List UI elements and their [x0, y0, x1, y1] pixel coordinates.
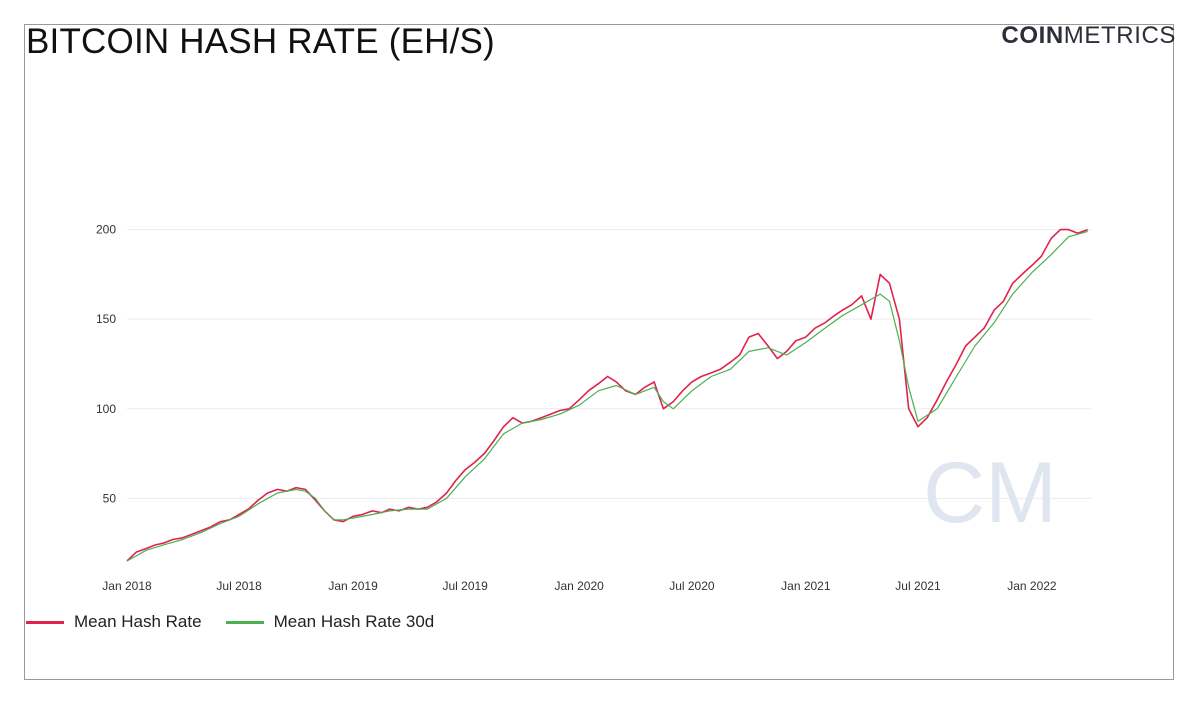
y-tick-label: 100	[96, 402, 116, 416]
x-tick-label: Jul 2020	[669, 579, 715, 593]
legend-label: Mean Hash Rate 30d	[273, 612, 435, 631]
legend-item-mean-hash-rate-30d[interactable]: Mean Hash Rate 30d	[225, 612, 435, 632]
legend-swatch	[225, 620, 264, 624]
chart-frame	[24, 24, 1174, 680]
chart-title: BITCOIN HASH RATE (EH/S)	[26, 22, 495, 61]
grid-lines	[127, 229, 1092, 499]
legend-swatch	[26, 620, 64, 624]
series-line-mean-hash-rate-30d	[126, 230, 1088, 562]
x-tick-label: Jan 2018	[102, 579, 152, 593]
y-tick-label: 50	[103, 491, 117, 505]
x-tick-label: Jan 2022	[1007, 579, 1057, 593]
x-tick-label: Jul 2021	[895, 579, 941, 593]
logo-bold-text: COIN	[1001, 22, 1064, 49]
x-axis-ticks: Jan 2018 Jul 2018 Jan 2019 Jul 2019 Jan 2020…	[102, 579, 1057, 593]
x-tick-label: Jan 2021	[781, 579, 831, 593]
x-tick-label: Jul 2019	[442, 579, 488, 593]
legend: Mean Hash Rate Mean Hash Rate 30d	[26, 612, 458, 632]
y-axis-ticks: 50 100 150 200	[96, 223, 116, 506]
legend-label: Mean Hash Rate	[74, 612, 202, 631]
x-tick-label: Jul 2018	[216, 579, 262, 593]
y-tick-label: 150	[96, 312, 116, 326]
legend-item-mean-hash-rate[interactable]: Mean Hash Rate	[26, 612, 202, 632]
series-lines	[126, 228, 1088, 562]
x-tick-label: Jan 2019	[328, 579, 378, 593]
logo-light-text: METRICS	[1063, 22, 1176, 49]
y-tick-label: 200	[96, 223, 116, 237]
coinmetrics-logo: COINMETRICS	[1001, 22, 1176, 50]
x-tick-label: Jan 2020	[554, 579, 604, 593]
watermark: CM	[923, 445, 1057, 541]
